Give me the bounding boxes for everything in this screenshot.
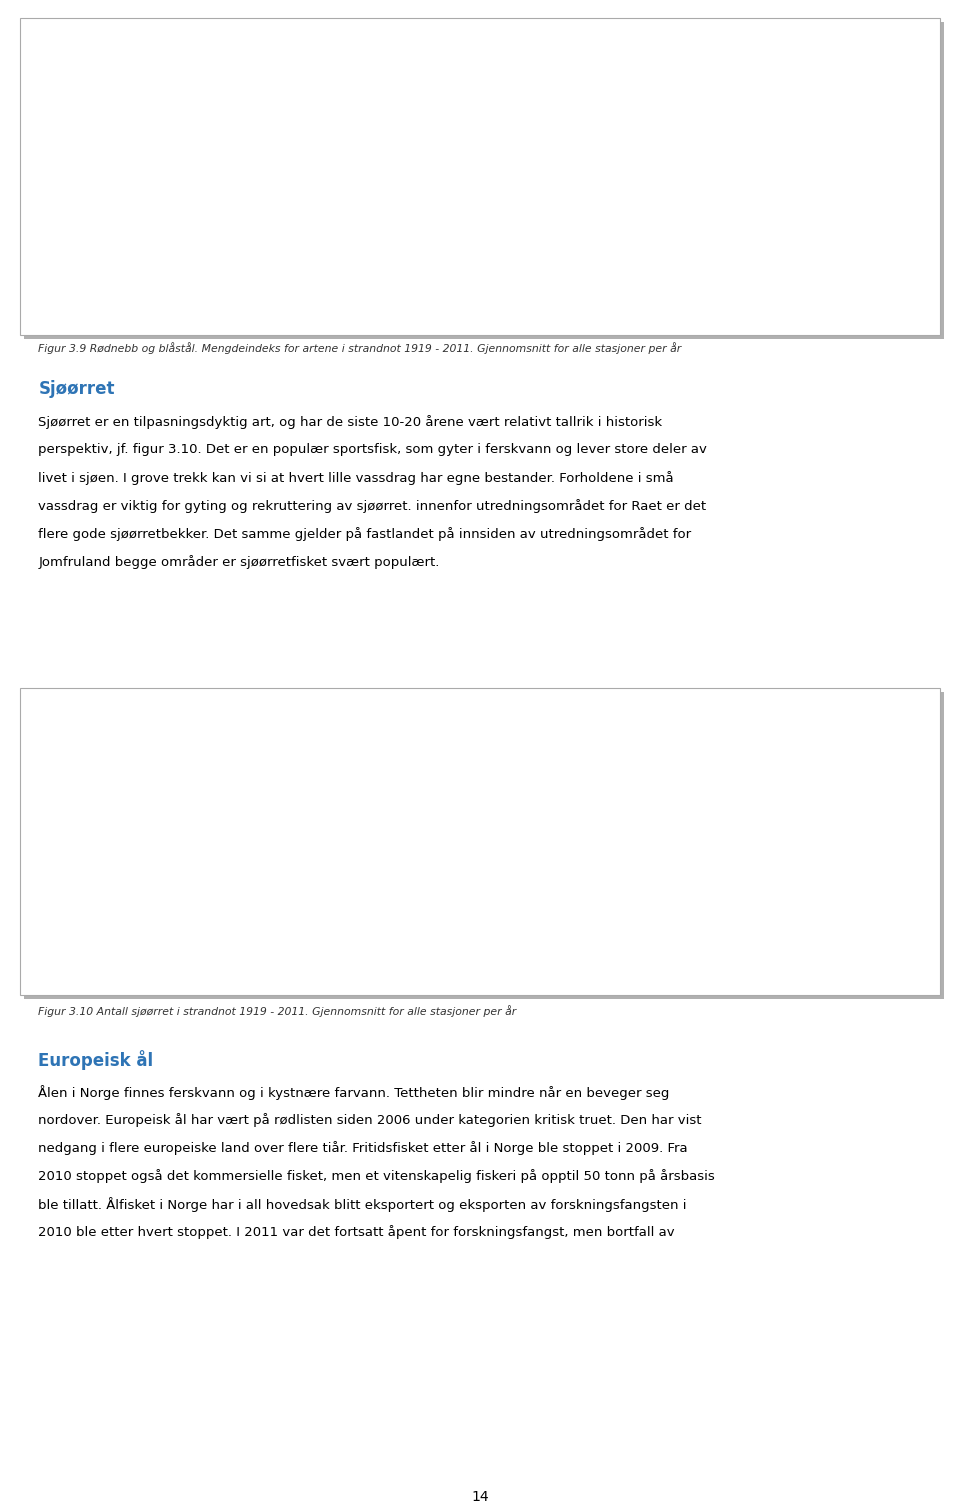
Y-axis label: Mengdeindeks: Mengdeindeks xyxy=(37,111,50,201)
Text: Figur 3.10 Antall sjøørret i strandnot 1919 - 2011. Gjennomsnitt for alle stasjo: Figur 3.10 Antall sjøørret i strandnot 1… xyxy=(38,1005,516,1017)
Text: nordover. Europeisk ål har vært på rødlisten siden 2006 under kategorien kritisk: nordover. Europeisk ål har vært på rødli… xyxy=(38,1113,702,1126)
Text: ble tillatt. Ålfisket i Norge har i all hovedsak blitt eksportert og eksporten a: ble tillatt. Ålfisket i Norge har i all … xyxy=(38,1197,687,1212)
Text: perspektiv, jf. figur 3.10. Det er en populær sportsfisk, som gyter i ferskvann : perspektiv, jf. figur 3.10. Det er en po… xyxy=(38,443,708,457)
Text: Figur 3.9 Rødnebb og blåstål. Mengdeindeks for artene i strandnot 1919 - 2011. G: Figur 3.9 Rødnebb og blåstål. Mengdeinde… xyxy=(38,342,682,354)
X-axis label: År: År xyxy=(500,305,515,318)
Text: Ålen i Norge finnes ferskvann og i kystnære farvann. Tettheten blir mindre når e: Ålen i Norge finnes ferskvann og i kystn… xyxy=(38,1084,670,1099)
Text: Jomfruland begge områder er sjøørretfisket svært populært.: Jomfruland begge områder er sjøørretfisk… xyxy=(38,556,440,569)
Text: Sjøørret er en tilpasningsdyktig art, og har de siste 10-20 årene vært relativt : Sjøørret er en tilpasningsdyktig art, og… xyxy=(38,415,662,430)
Text: Europeisk ål: Europeisk ål xyxy=(38,1050,154,1069)
Text: 2010 ble etter hvert stoppet. I 2011 var det fortsatt åpent for forskningsfangst: 2010 ble etter hvert stoppet. I 2011 var… xyxy=(38,1226,675,1239)
Text: flere gode sjøørretbekker. Det samme gjelder på fastlandet på innsiden av utredn: flere gode sjøørretbekker. Det samme gje… xyxy=(38,527,691,541)
Text: 14: 14 xyxy=(471,1490,489,1502)
Text: Sjøørret: Sjøørret xyxy=(38,380,115,398)
Y-axis label: Antall pr trekk: Antall pr trekk xyxy=(44,777,57,867)
Text: nedgang i flere europeiske land over flere tiår. Fritidsfisket etter ål i Norge : nedgang i flere europeiske land over fle… xyxy=(38,1142,688,1155)
X-axis label: År: År xyxy=(503,966,516,978)
Text: 2010 stoppet også det kommersielle fisket, men et vitenskapelig fiskeri på oppti: 2010 stoppet også det kommersielle fiske… xyxy=(38,1169,715,1184)
Legend: Rødnebb, Blåstål: Rødnebb, Blåstål xyxy=(305,42,417,93)
Text: vassdrag er viktig for gyting og rekruttering av sjøørret. innenfor utredningsom: vassdrag er viktig for gyting og rekrutt… xyxy=(38,499,707,514)
Text: livet i sjøen. I grove trekk kan vi si at hvert lille vassdrag har egne bestande: livet i sjøen. I grove trekk kan vi si a… xyxy=(38,472,674,485)
